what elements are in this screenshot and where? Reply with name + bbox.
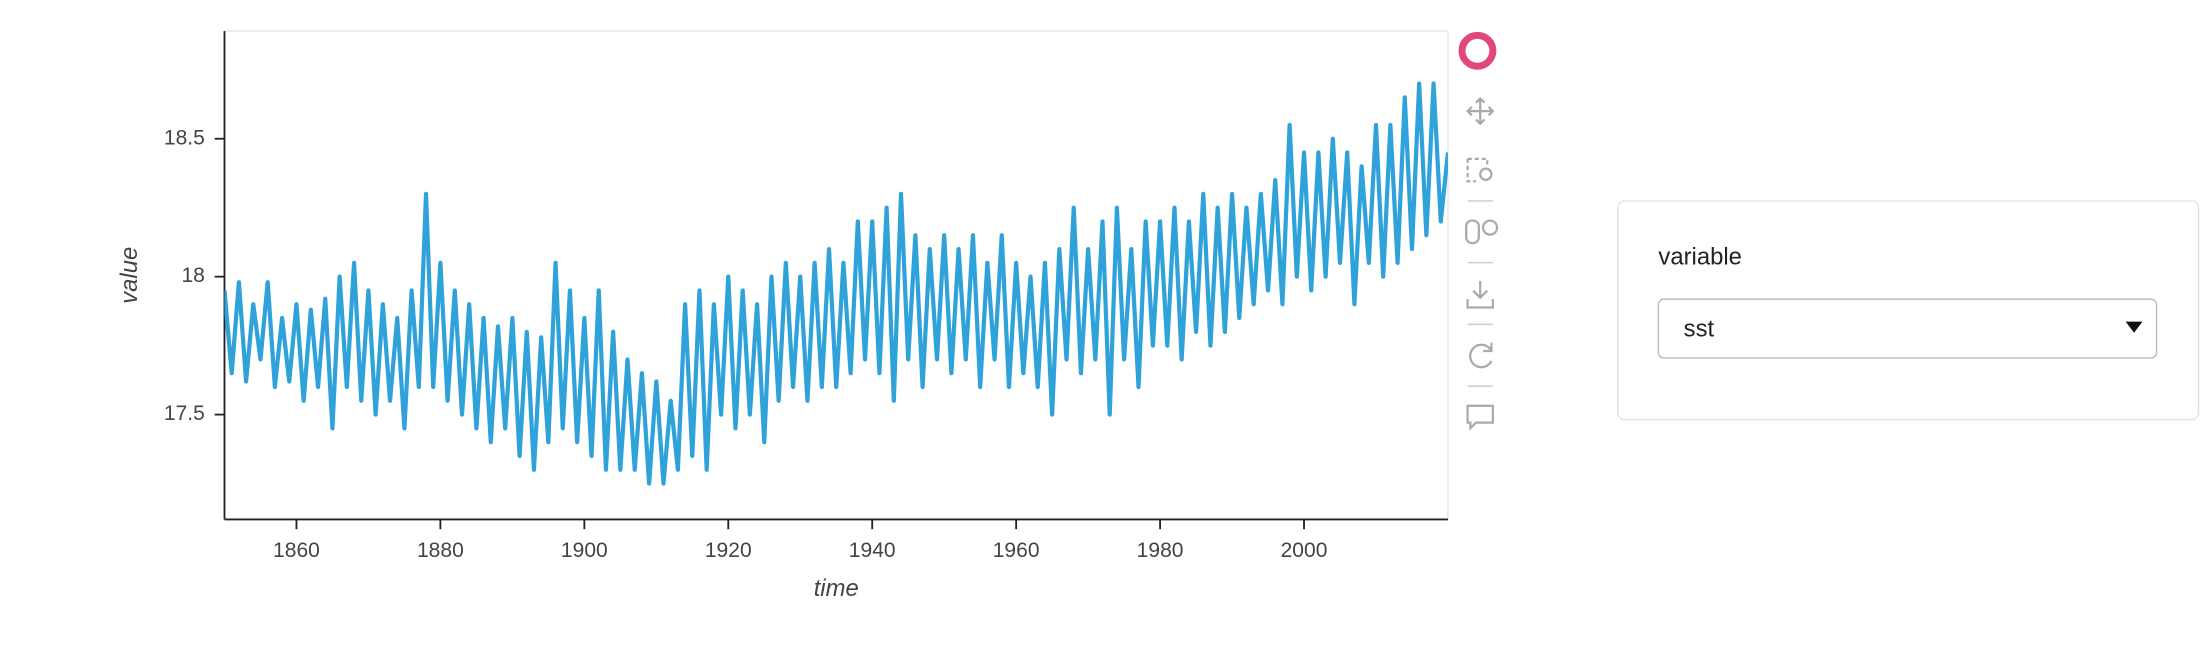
- x-tick-label: 1980: [1137, 539, 1184, 562]
- save-tool[interactable]: [1466, 280, 1494, 309]
- x-axis-label: time: [814, 575, 859, 602]
- toolbar: [1458, 31, 1499, 431]
- wheel-zoom-tool[interactable]: [1465, 219, 1480, 245]
- box-zoom-lens[interactable]: [1479, 167, 1493, 181]
- widget-panel: variable sst: [1617, 200, 2200, 421]
- hover-tool[interactable]: [1466, 404, 1494, 431]
- select-value[interactable]: sst: [1684, 315, 1715, 342]
- select-box[interactable]: [1657, 298, 2158, 359]
- x-tick-label: 1940: [849, 539, 896, 562]
- wheel-zoom-lens[interactable]: [1481, 219, 1499, 236]
- reset-tool[interactable]: [1469, 342, 1493, 369]
- bokeh-logo[interactable]: [1458, 31, 1497, 70]
- pan-tool[interactable]: [1466, 96, 1495, 126]
- select-arrow[interactable]: [2125, 321, 2143, 333]
- x-tick-label: 2000: [1281, 539, 1328, 562]
- x-tick-label: 1900: [561, 539, 608, 562]
- plot-frame: [223, 30, 1449, 521]
- widget-label: variable: [1658, 244, 1742, 271]
- y-axis-label: value: [116, 247, 143, 304]
- x-tick-label: 1920: [705, 539, 752, 562]
- y-tick-label: 18.5: [164, 126, 205, 149]
- x-tick-label: 1960: [993, 539, 1040, 562]
- series-line: [224, 81, 1448, 486]
- y-tick-label: 18: [181, 264, 204, 287]
- box-zoom-tool[interactable]: [1466, 157, 1489, 183]
- y-tick-label: 17.5: [164, 402, 205, 425]
- x-tick-label: 1860: [273, 539, 320, 562]
- x-tick-label: 1880: [417, 539, 464, 562]
- toolbar-dividers: [1467, 200, 1493, 387]
